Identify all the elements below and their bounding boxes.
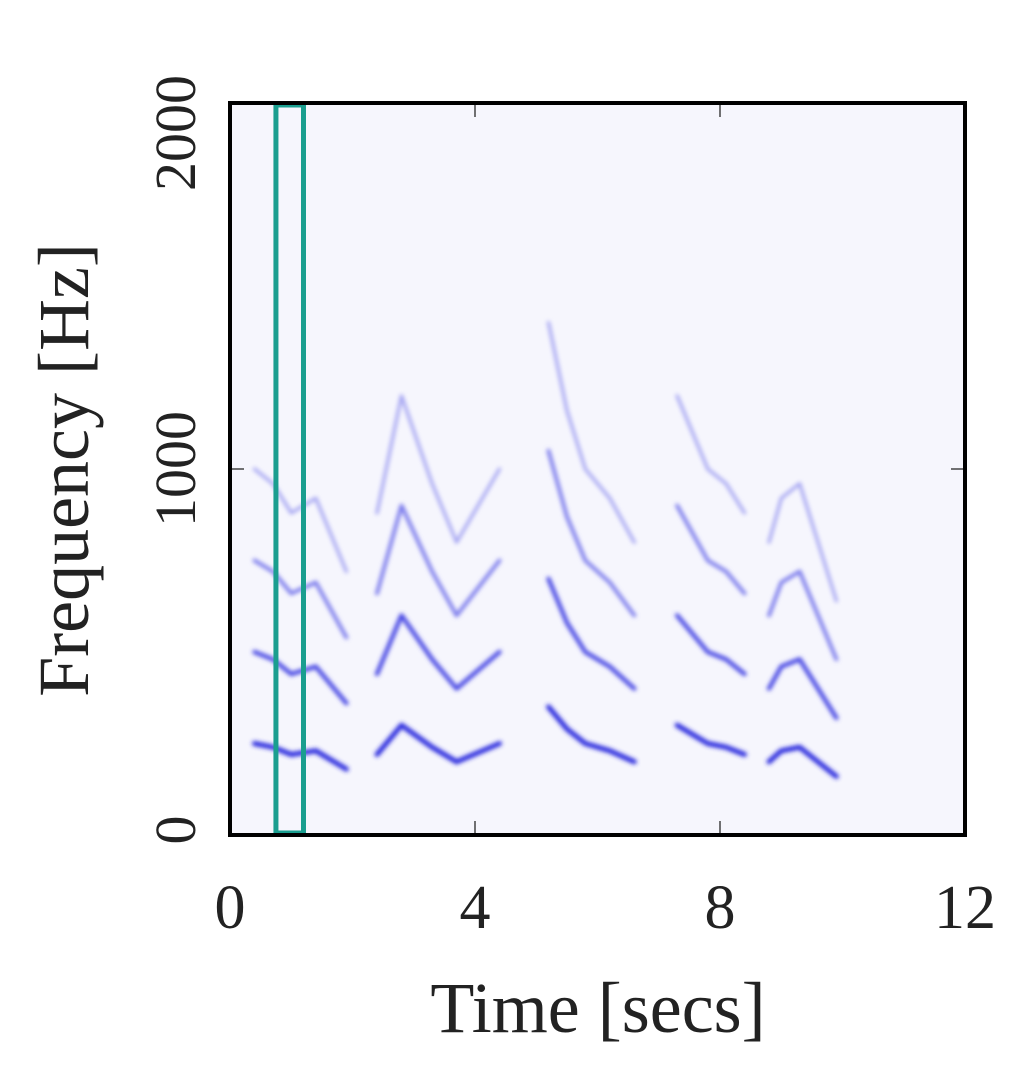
harmonic-trace <box>252 448 839 662</box>
x-axis-label: Time [secs] <box>430 968 765 1048</box>
harmonic-traces <box>252 321 839 779</box>
harmonic-trace <box>252 576 839 721</box>
x-tick-label: 8 <box>705 874 736 942</box>
plot-frame <box>228 101 967 837</box>
harmonic-trace <box>252 321 838 603</box>
x-tick-label: 0 <box>215 874 246 942</box>
x-tick-label: 12 <box>934 874 996 942</box>
harmonic-trace <box>252 704 839 779</box>
y-axis-label: Frequency [Hz] <box>24 243 104 697</box>
y-tick-label: 1000 <box>143 411 208 527</box>
y-tick-label: 0 <box>143 816 208 845</box>
x-tick-label: 4 <box>460 874 491 942</box>
plot-background <box>230 103 965 835</box>
y-tick-label: 2000 <box>143 75 208 191</box>
